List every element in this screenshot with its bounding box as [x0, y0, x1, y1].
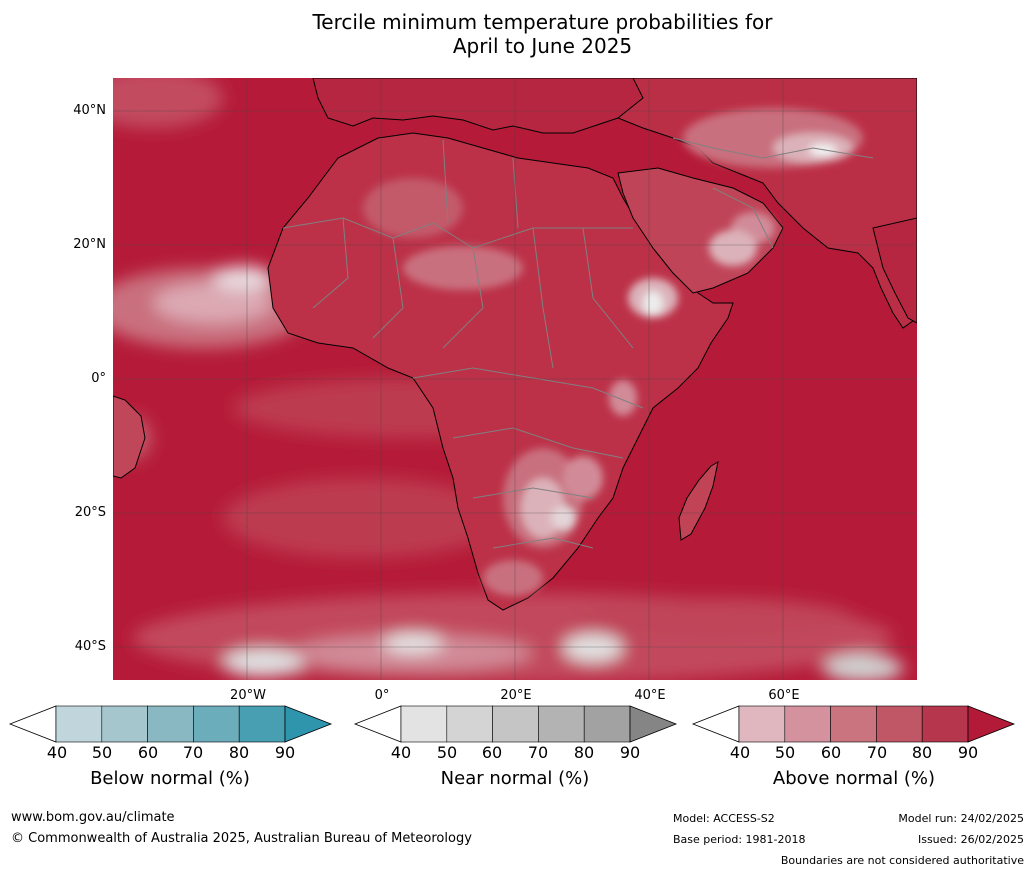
below-segment-4: [238, 705, 286, 743]
near-tick-80: 80: [573, 743, 595, 762]
above-tick-50: 50: [774, 743, 796, 762]
near-over-arrow: [629, 705, 678, 743]
title-line-2: April to June 2025: [452, 34, 633, 58]
land-probability-patches: [363, 108, 863, 596]
near-tick-40: 40: [390, 743, 412, 762]
near-tick-70: 70: [527, 743, 549, 762]
below-tick-90: 90: [274, 743, 296, 762]
below-tick-40: 40: [46, 743, 68, 762]
title-line-1: Tercile minimum temperature probabilitie…: [312, 10, 773, 34]
lon-label-20w: 20°W: [230, 688, 266, 703]
below-tick-50: 50: [91, 743, 113, 762]
madagascar: [678, 461, 719, 541]
above-segment-4: [921, 705, 969, 743]
above-normal-label: Above normal (%): [772, 768, 936, 789]
issued-date: Issued: 26/02/2025: [917, 833, 1024, 846]
india-landmass: [872, 217, 917, 324]
below-segment-2: [147, 705, 194, 743]
near-segment-2: [492, 705, 539, 743]
below-tick-60: 60: [137, 743, 159, 762]
near-tick-50: 50: [436, 743, 458, 762]
above-segment-1: [784, 705, 831, 743]
lat-label-40s: 40°S: [74, 639, 106, 654]
lat-label-20n: 20°N: [73, 237, 106, 252]
below-tick-70: 70: [182, 743, 204, 762]
south-america-edge: [113, 395, 146, 479]
above-segment-0: [738, 705, 786, 743]
lon-label-60e: 60°E: [768, 688, 800, 703]
below-under-arrow: [8, 705, 57, 743]
boundaries-disclaimer: Boundaries are not considered authoritat…: [780, 854, 1024, 867]
below-segment-3: [193, 705, 240, 743]
above-segment-3: [876, 705, 923, 743]
near-under-arrow: [353, 705, 402, 743]
website-link[interactable]: www.bom.gov.au/climate: [11, 810, 175, 825]
above-segment-2: [830, 705, 877, 743]
colorbar-above-svg: [691, 705, 1016, 743]
africa-landmass: [267, 132, 734, 611]
base-period: Base period: 1981-2018: [673, 833, 806, 846]
map-canvas: [113, 78, 917, 680]
above-tick-80: 80: [911, 743, 933, 762]
map-title: Tercile minimum temperature probabilitie…: [0, 10, 1035, 58]
near-segment-1: [446, 705, 493, 743]
graticule: [113, 78, 917, 680]
model-name: Model: ACCESS-S2: [673, 812, 775, 825]
copyright-text: © Commonwealth of Australia 2025, Austra…: [11, 831, 472, 846]
near-tick-60: 60: [481, 743, 503, 762]
near-tick-90: 90: [619, 743, 641, 762]
lat-label-0: 0°: [91, 371, 106, 386]
colorbar-below-svg: [8, 705, 333, 743]
below-segment-1: [101, 705, 148, 743]
country-borders: [282, 137, 874, 549]
above-tick-40: 40: [729, 743, 751, 762]
near-normal-label: Near normal (%): [440, 768, 590, 789]
below-tick-80: 80: [228, 743, 250, 762]
lat-label-40n: 40°N: [73, 103, 106, 118]
model-run-date: Model run: 24/02/2025: [898, 812, 1024, 825]
lon-label-20e: 20°E: [500, 688, 532, 703]
lat-label-20s: 20°S: [74, 505, 106, 520]
colorbar-near-svg: [353, 705, 678, 743]
above-tick-90: 90: [957, 743, 979, 762]
below-over-arrow: [284, 705, 333, 743]
lon-label-0: 0°: [374, 688, 390, 703]
above-under-arrow: [691, 705, 740, 743]
near-segment-0: [400, 705, 448, 743]
near-segment-4: [583, 705, 631, 743]
above-tick-70: 70: [866, 743, 888, 762]
above-tick-60: 60: [820, 743, 842, 762]
probability-map: [113, 78, 917, 680]
near-segment-3: [538, 705, 585, 743]
below-normal-label: Below normal (%): [90, 768, 250, 789]
lon-label-40e: 40°E: [634, 688, 666, 703]
above-over-arrow: [967, 705, 1016, 743]
below-segment-0: [55, 705, 103, 743]
